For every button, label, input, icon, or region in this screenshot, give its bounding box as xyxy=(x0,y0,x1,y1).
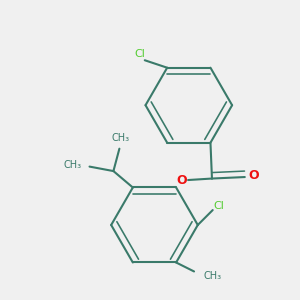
Text: O: O xyxy=(177,173,188,187)
Text: Cl: Cl xyxy=(135,49,146,59)
Text: CH₃: CH₃ xyxy=(203,271,221,281)
Text: CH₃: CH₃ xyxy=(112,133,130,143)
Text: O: O xyxy=(248,169,259,182)
Text: Cl: Cl xyxy=(213,201,224,211)
Text: CH₃: CH₃ xyxy=(64,160,82,170)
